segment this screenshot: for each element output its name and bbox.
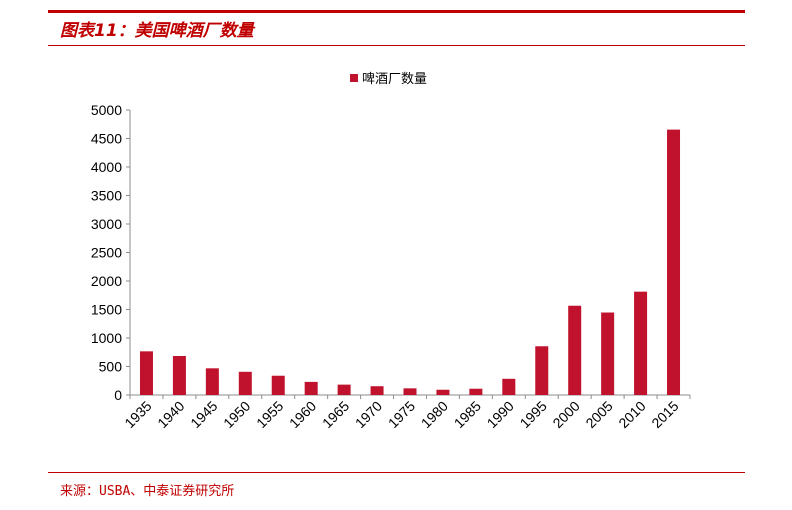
bar-2015 [667, 129, 681, 395]
x-tick-label: 1960 [286, 398, 319, 431]
bar-1955 [271, 375, 285, 395]
bar-1935 [139, 351, 153, 395]
y-tick-label: 4000 [91, 159, 122, 175]
bar-1950 [238, 371, 252, 395]
x-tick-label: 1980 [418, 398, 451, 431]
bar-1985 [469, 388, 483, 395]
legend-label: 啤酒厂数量 [362, 72, 427, 87]
source-note: 来源：USBA、中泰证券研究所 [60, 484, 235, 499]
legend: 啤酒厂数量 [350, 72, 427, 87]
x-tick-label: 1935 [121, 398, 154, 431]
x-tick-label: 1970 [352, 398, 385, 431]
y-tick-label: 1000 [91, 330, 122, 346]
x-tick-label: 1945 [187, 398, 220, 431]
bar-1980 [436, 389, 450, 395]
legend-swatch [350, 74, 358, 82]
y-tick-label: 2000 [91, 273, 122, 289]
y-tick-label: 5000 [91, 102, 122, 118]
title-underline [48, 45, 745, 46]
x-tick-label: 1990 [484, 398, 517, 431]
bottom-rule [48, 472, 745, 473]
y-tick-label: 2500 [91, 245, 122, 261]
bar-1995 [535, 346, 549, 395]
bar-1975 [403, 388, 417, 395]
y-tick-label: 1500 [91, 302, 122, 318]
x-tick-label: 1965 [319, 398, 352, 431]
y-tick-label: 0 [114, 387, 122, 403]
bar-1960 [304, 381, 318, 395]
bar-series [139, 129, 681, 395]
figure-title: 图表11：美国啤酒厂数量 [60, 21, 254, 41]
bar-1970 [370, 386, 384, 395]
x-tick-label: 2000 [549, 398, 582, 431]
x-tick-label: 2015 [648, 398, 681, 431]
x-tick-label: 1985 [451, 398, 484, 431]
y-tick-label: 3000 [91, 216, 122, 232]
x-tick-label: 1950 [220, 398, 253, 431]
bar-2010 [634, 291, 648, 395]
x-tick-label: 1975 [385, 398, 418, 431]
bar-1940 [172, 356, 186, 395]
x-tick-label: 1995 [517, 398, 550, 431]
bar-1965 [337, 384, 351, 395]
x-tick-label: 2010 [615, 398, 648, 431]
y-axis: 0 500 1000 1500 2000 2500 3000 3500 4000 4500 5000 [91, 102, 131, 403]
x-tick-label: 1955 [253, 398, 286, 431]
bar-2005 [601, 312, 615, 395]
x-axis: 1935 1940 1945 1950 1955 1960 1965 1970 1975 1980… [121, 394, 691, 431]
bar-1945 [205, 368, 219, 395]
top-rule [48, 10, 745, 13]
bar-1990 [502, 378, 516, 395]
bar-2000 [568, 305, 582, 395]
y-tick-label: 500 [99, 359, 123, 375]
x-tick-label: 2005 [582, 398, 615, 431]
bar-chart: 啤酒厂数量 0 500 1000 1500 2000 2500 3000 3500 4000 45… [91, 72, 691, 431]
y-tick-label: 4500 [91, 131, 122, 147]
y-tick-label: 3500 [91, 188, 122, 204]
x-tick-label: 1940 [154, 398, 187, 431]
